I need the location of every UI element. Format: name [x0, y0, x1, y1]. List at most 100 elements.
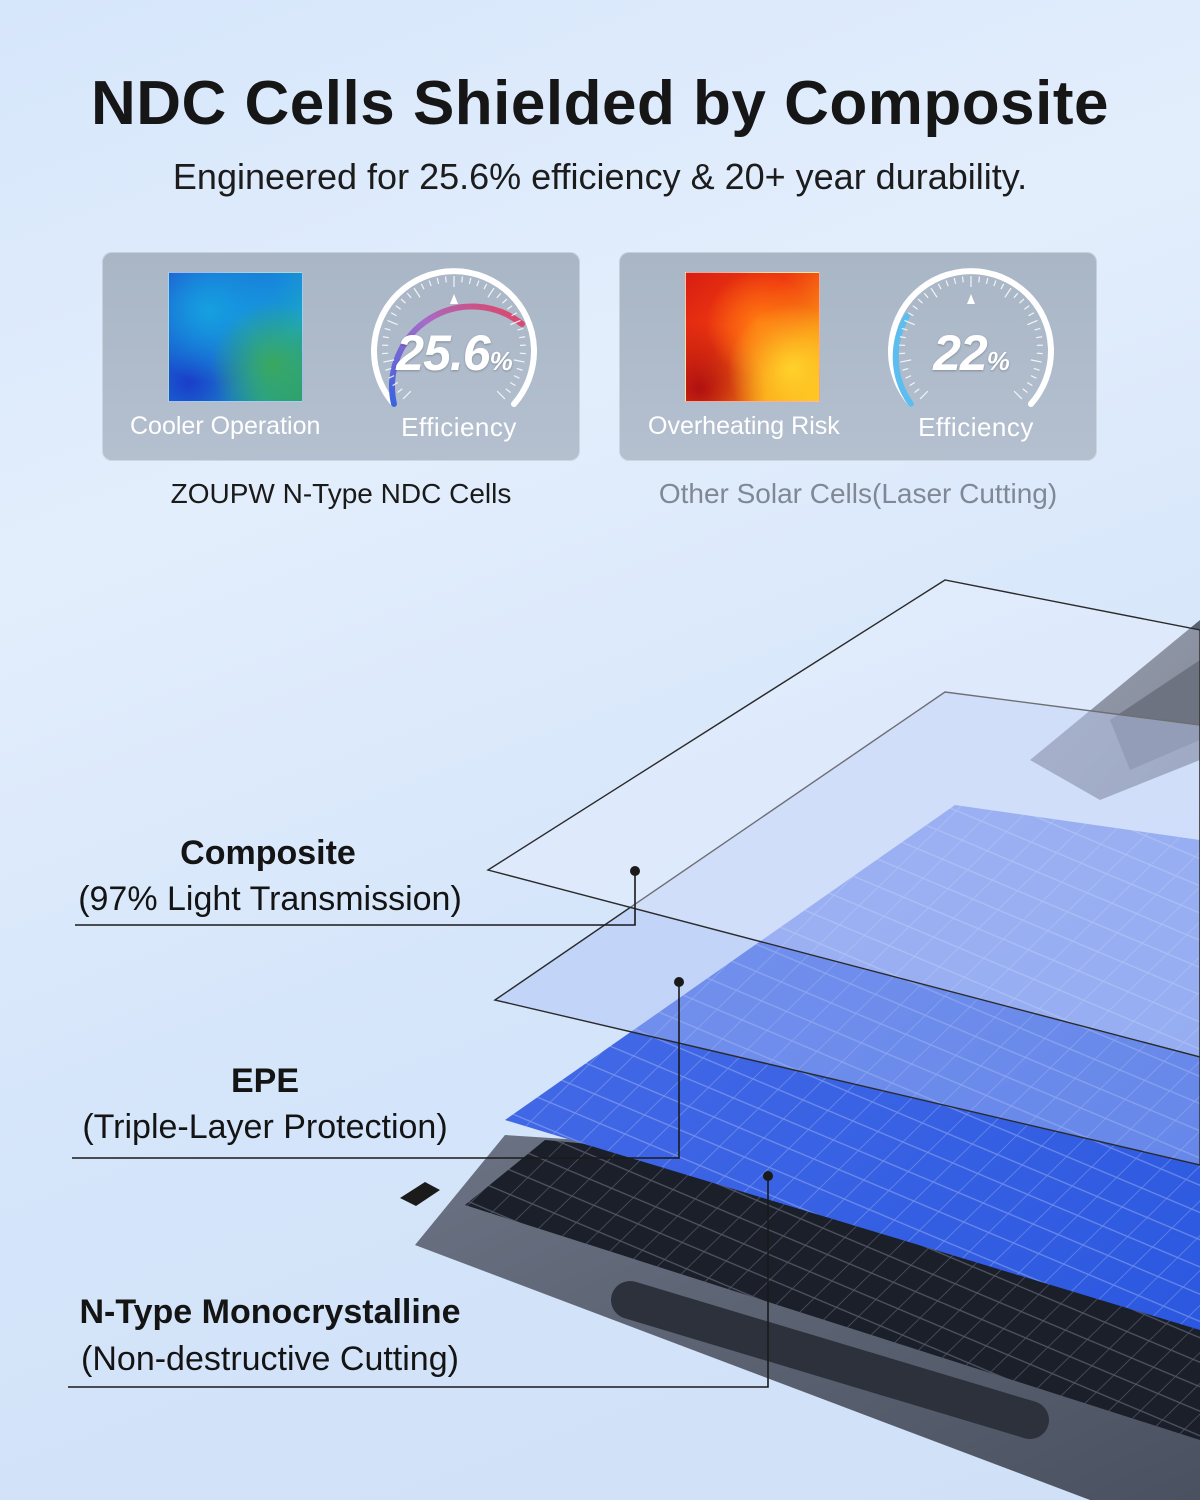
gauge-tick [907, 312, 914, 317]
efficiency-gauge-other [888, 268, 1054, 407]
cool-thermal-image [168, 272, 303, 402]
efficiency-gauge-zoupw [371, 268, 537, 407]
gauge-tick [516, 367, 523, 371]
gauge-tick [1013, 390, 1023, 400]
gauge-tick [513, 359, 525, 363]
subheadline: Engineered for 25.6% efficiency & 20+ ye… [172, 156, 1028, 197]
panel-clip [400, 1182, 440, 1206]
efficiency-value-other: 22% [933, 325, 1010, 381]
leader-lines [68, 871, 769, 1388]
gauge-tick [1033, 367, 1040, 371]
gauge-tick [961, 276, 964, 283]
hot-thermal-image [685, 272, 820, 402]
gauge-tick [444, 276, 447, 283]
gauge-tick [392, 381, 399, 387]
other-card: Overheating Risk 22% Efficiency [619, 252, 1097, 461]
gauge-tick [945, 280, 949, 287]
gauge-tick [1026, 381, 1033, 387]
gauge-tick [385, 367, 392, 371]
efficiency-label-zoupw: Efficiency [401, 412, 517, 442]
gauge-tick [909, 381, 916, 387]
epe-layer [493, 691, 1200, 1166]
headline: NDC Cells Shielded by Composite [90, 69, 1109, 138]
gauge-tick [390, 312, 397, 317]
zoupw-card: Cooler Operation 25.6% Efficiency [102, 252, 580, 461]
gauge-tick [1030, 359, 1042, 363]
gauge-tick [917, 298, 923, 304]
monocrystalline-title: N-Type Monocrystalline [79, 1293, 461, 1331]
gauge-tick [902, 367, 909, 371]
gauge-tick [901, 327, 908, 331]
gauge-tick [1000, 283, 1005, 290]
gauge-tick [509, 381, 516, 387]
epe-title: EPE [230, 1062, 300, 1100]
gauge-tick [395, 305, 401, 310]
gauge-tick [905, 375, 912, 379]
gauge-tick [912, 305, 918, 310]
gauge-tick [930, 287, 938, 298]
gauge-tick [1022, 388, 1028, 394]
gauge-tick [899, 336, 906, 339]
gauge-tick [1036, 336, 1043, 339]
composite-marker [630, 866, 640, 876]
rear-cell-strip [1110, 660, 1200, 770]
exploded-panel-illustration [68, 579, 1200, 1500]
gauge-tick [413, 287, 421, 298]
gauge-tick [397, 388, 403, 394]
gauge-tick [387, 319, 398, 326]
gauge-tick [919, 390, 929, 400]
gauge-tick [406, 292, 412, 299]
gauge-tick [420, 283, 425, 290]
other-caption: Other Solar Cells(Laser Cutting) [658, 478, 1058, 509]
gauge-tick [1028, 312, 1035, 317]
gauge-tick [519, 336, 526, 339]
epe-subtitle: (Triple-Layer Protection) [82, 1108, 448, 1146]
gauge-tick [923, 292, 929, 299]
gauge-tick [496, 390, 506, 400]
gauge-tick [978, 276, 981, 283]
gauge-tick [382, 336, 389, 339]
gauge-tick [511, 312, 518, 317]
gauge-tick [487, 287, 495, 298]
handle-strap [611, 1281, 1049, 1439]
gauge-tick [517, 327, 524, 331]
gauge-tick [1034, 327, 1041, 331]
gauge-tick [993, 280, 997, 287]
gauge-tick [384, 327, 391, 331]
gauge-tick [483, 283, 488, 290]
gauge-tick [510, 319, 521, 326]
gauge-tick [468, 277, 472, 284]
gauge-tick [400, 298, 406, 304]
gauge-tick [502, 298, 508, 304]
gauge-tick [900, 359, 912, 363]
zoupw-caption: ZOUPW N-Type NDC Cells [170, 478, 512, 509]
gauge-tick [461, 276, 464, 283]
composite-subtitle: (97% Light Transmission) [78, 880, 462, 918]
gauge-tick [428, 280, 432, 287]
gauge-tick [914, 388, 920, 394]
overheating-risk-label: Overheating Risk [648, 412, 840, 440]
gauge-tick [985, 277, 989, 284]
gauge-tick [1019, 298, 1025, 304]
gauge-tick [1004, 287, 1012, 298]
gauge-tick [1013, 292, 1019, 299]
cell-marker [763, 1171, 773, 1181]
gauge-tick [436, 277, 440, 284]
gauge-tick [383, 359, 395, 363]
gauge-tick [1024, 305, 1030, 310]
gauge-tick [1027, 319, 1038, 326]
efficiency-value-zoupw: 25.6% [396, 325, 512, 381]
gauge-tick [513, 375, 520, 379]
gauge-tick [937, 283, 942, 290]
monocrystalline-subtitle: (Non-destructive Cutting) [81, 1340, 459, 1378]
composite-title: Composite [180, 834, 356, 872]
gauge-tick [904, 319, 915, 326]
gauge-tick [953, 277, 957, 284]
gauge-tick [1030, 375, 1037, 379]
gauge-tick [476, 280, 480, 287]
composite-layer [486, 579, 1200, 1058]
gauge-tick [496, 292, 502, 299]
efficiency-label-other: Efficiency [918, 412, 1034, 442]
epe-marker [674, 977, 684, 987]
gauge-tick [388, 375, 395, 379]
